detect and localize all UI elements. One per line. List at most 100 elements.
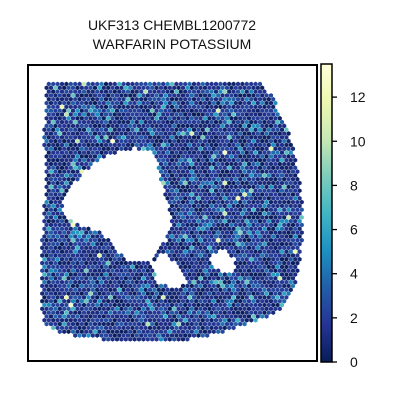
hex-spot — [152, 272, 157, 277]
hex-spot — [158, 93, 164, 98]
hex-spot — [284, 180, 289, 186]
hex-spot — [273, 260, 278, 266]
hex-spot — [66, 230, 71, 235]
hex-spot — [211, 329, 216, 335]
hex-spot — [220, 275, 225, 281]
hex-spot — [66, 306, 71, 312]
hex-spot — [156, 119, 161, 125]
hex-spot — [90, 119, 95, 125]
hex-spot — [128, 329, 133, 335]
hex-spot — [84, 268, 89, 274]
hex-spot — [92, 85, 98, 91]
hex-spot — [187, 234, 192, 239]
hex-spot — [209, 173, 214, 178]
hex-spot — [130, 104, 135, 110]
hex-spot — [46, 96, 51, 102]
hex-spot — [178, 241, 183, 247]
hex-spot — [196, 325, 201, 331]
hex-spot — [73, 173, 78, 178]
hex-spot — [238, 123, 243, 129]
hex-spot — [249, 256, 254, 262]
hex-spot — [48, 131, 54, 136]
hex-spot — [196, 272, 201, 277]
hex-spot — [123, 138, 128, 144]
hex-spot — [156, 127, 161, 133]
hex-spot — [128, 108, 133, 114]
hex-spot — [46, 218, 51, 224]
hex-spot — [70, 146, 76, 152]
hex-spot — [180, 108, 186, 114]
hex-spot — [255, 237, 260, 243]
hex-spot — [121, 135, 126, 140]
hex-spot — [68, 302, 73, 308]
hex-spot — [224, 275, 230, 281]
hex-spot — [167, 161, 172, 167]
hex-spot — [257, 249, 263, 255]
hex-spot — [79, 245, 84, 251]
hex-spot — [216, 169, 221, 174]
hex-spot — [165, 112, 170, 117]
hex-spot — [220, 131, 225, 136]
hex-spot — [150, 108, 155, 114]
hex-spot — [42, 264, 47, 270]
hex-spot — [119, 85, 124, 91]
hex-spot — [218, 272, 223, 277]
hex-spot — [277, 268, 282, 274]
hex-spot — [46, 89, 51, 94]
hex-spot — [246, 123, 252, 129]
hex-spot — [244, 256, 249, 262]
hex-spot — [200, 81, 205, 87]
hex-spot — [266, 234, 271, 239]
hex-spot — [176, 108, 181, 114]
hex-spot — [163, 100, 168, 106]
hex-spot — [84, 146, 89, 152]
hex-spot — [48, 306, 54, 312]
hex-spot — [59, 287, 65, 293]
hex-spot — [163, 298, 168, 304]
hex-spot — [218, 112, 223, 117]
hex-spot — [189, 260, 194, 266]
hex-spot — [279, 249, 285, 255]
hex-spot — [222, 211, 227, 216]
hex-spot — [273, 115, 278, 121]
hex-spot — [246, 100, 252, 106]
hex-spot — [40, 260, 45, 266]
hex-spot — [90, 234, 95, 239]
hex-spot — [161, 325, 166, 331]
hex-spot — [196, 119, 201, 125]
hex-spot — [84, 306, 89, 312]
hex-spot — [84, 275, 89, 281]
hex-spot — [77, 135, 82, 140]
hex-spot — [216, 115, 221, 121]
hex-spot — [209, 272, 214, 277]
hex-spot — [57, 123, 62, 129]
hex-spot — [262, 279, 267, 285]
hex-spot — [271, 279, 276, 285]
hex-spot — [117, 142, 122, 148]
hex-spot — [169, 195, 175, 201]
hex-spot — [70, 108, 76, 114]
hex-spot — [222, 234, 227, 239]
hex-spot — [95, 272, 100, 277]
hex-spot — [178, 165, 183, 171]
hex-spot — [121, 264, 126, 270]
hex-spot — [180, 222, 186, 228]
hex-spot — [167, 329, 172, 335]
hex-spot — [158, 314, 164, 319]
hex-spot — [229, 138, 234, 144]
hex-spot — [249, 249, 254, 255]
hex-spot — [57, 260, 62, 266]
hex-spot — [51, 96, 56, 102]
hex-spot — [218, 157, 223, 163]
hex-spot — [44, 298, 49, 304]
hex-spot — [53, 161, 58, 167]
hex-spot — [233, 215, 238, 220]
hex-spot — [189, 306, 194, 312]
hex-spot — [86, 302, 91, 308]
hex-spot — [169, 173, 175, 178]
hex-spot — [101, 291, 106, 296]
hex-spot — [222, 180, 227, 186]
hex-spot — [172, 222, 177, 228]
hex-spot — [128, 336, 133, 342]
hex-spot — [233, 245, 238, 251]
